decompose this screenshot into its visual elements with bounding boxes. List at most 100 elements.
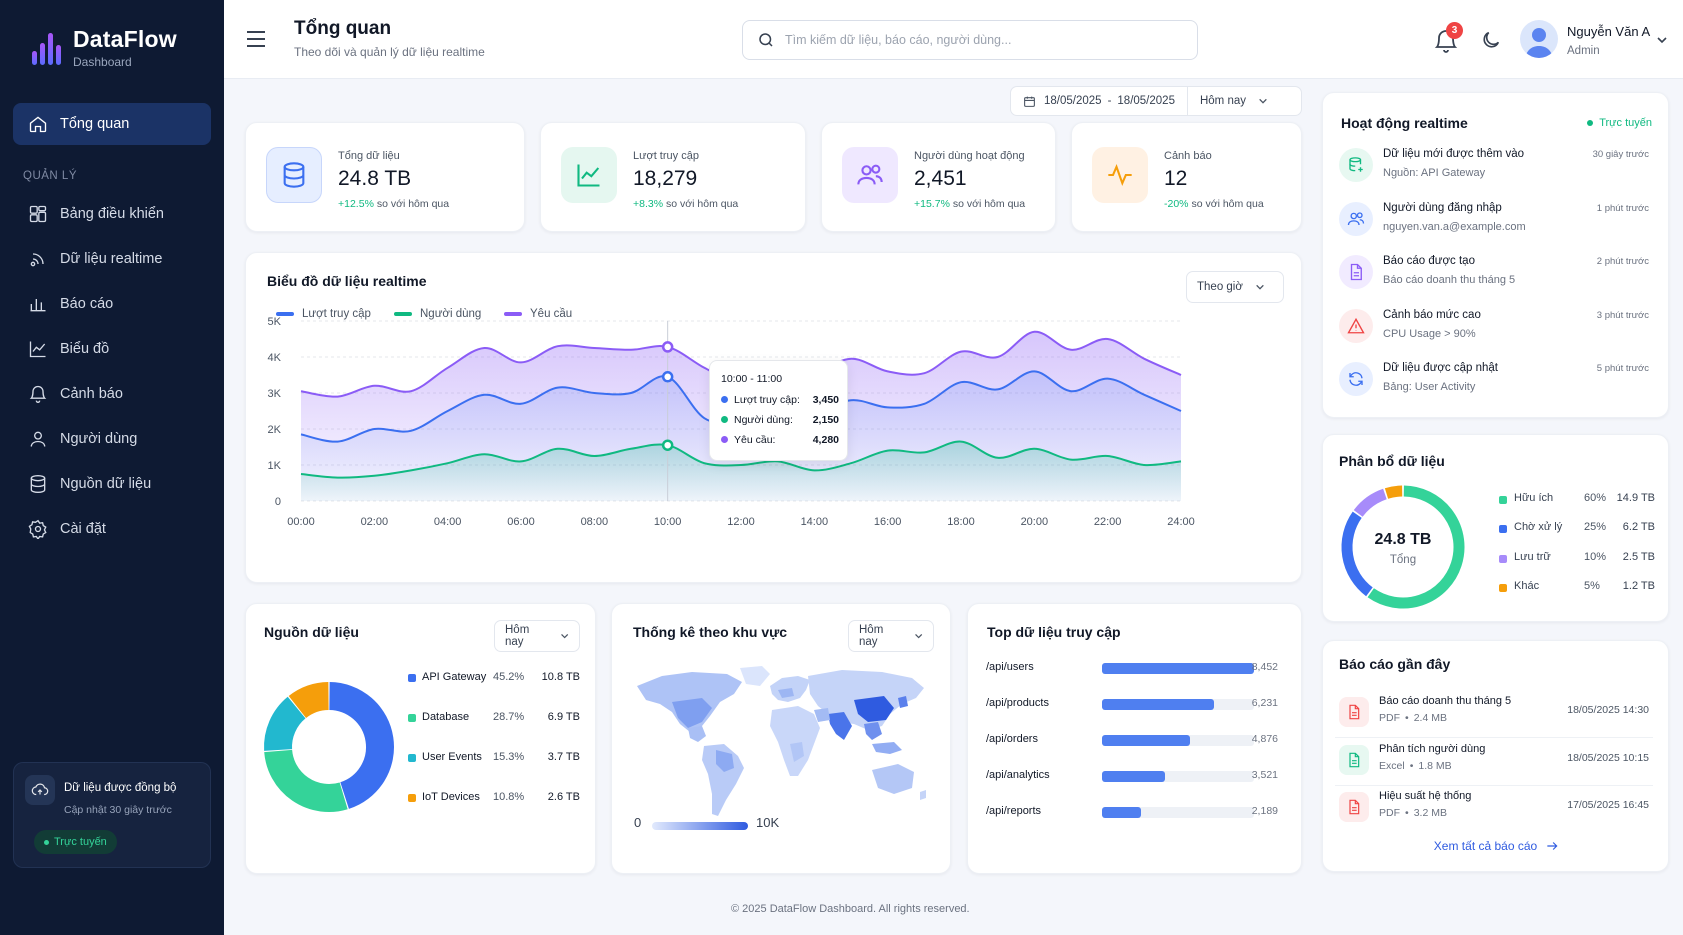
endpoint-row[interactable]: /api/products 6,231: [986, 695, 1278, 715]
report-title: Hiệu suất hệ thống: [1379, 790, 1472, 802]
period-select-value[interactable]: Hôm nay: [1199, 95, 1246, 107]
series-line[interactable]: [300, 440, 1182, 479]
data-sources-period-select[interactable]: Hôm nay: [494, 620, 580, 652]
data-sources-donut-chart[interactable]: [254, 672, 404, 822]
user-name[interactable]: Nguyễn Văn A: [1567, 24, 1651, 39]
report-date: 18/05/2025 10:15: [1567, 751, 1649, 764]
sidebar-item-label: Nguồn dữ liệu: [60, 476, 152, 492]
legend-item[interactable]: Lượt truy cập: [276, 308, 371, 320]
notification-bell-icon[interactable]: [1434, 27, 1458, 53]
search-box[interactable]: [742, 20, 1198, 60]
donut-segment[interactable]: [264, 696, 307, 751]
distribution-row[interactable]: Lưu trữ 10% 2.5 TB: [1499, 551, 1655, 569]
distribution-row[interactable]: Chờ xử lý 25% 6.2 TB: [1499, 521, 1655, 539]
sidebar-item-dashboard[interactable]: Bảng điều khiển: [28, 204, 164, 224]
legend-swatch: [408, 754, 416, 762]
tooltip-dot: [721, 436, 728, 443]
endpoint-row[interactable]: /api/users 8,452: [986, 659, 1278, 679]
sidebar-item-overview[interactable]: Tổng quan: [13, 103, 211, 145]
calendar-icon: [1024, 96, 1035, 107]
endpoint-row[interactable]: /api/analytics 3,521: [986, 767, 1278, 787]
distribution-row[interactable]: Hữu ích 60% 14.9 TB: [1499, 492, 1655, 510]
donut-segment[interactable]: [328, 682, 394, 809]
trend-chart-icon: [561, 147, 617, 203]
gear-icon: [28, 519, 47, 539]
donut-segment[interactable]: [288, 682, 330, 719]
endpoint-path: /api/analytics: [986, 769, 1050, 781]
sidebar-item-data-sources[interactable]: Nguồn dữ liệu: [28, 474, 151, 494]
distribution-row[interactable]: Khác 5% 1.2 TB: [1499, 580, 1655, 598]
donut-segment[interactable]: [264, 749, 348, 812]
stat-delta-value: +8.3%: [633, 198, 664, 210]
sidebar-item-realtime[interactable]: Dữ liệu realtime: [28, 249, 162, 269]
activity-title: Báo cáo được tạo: [1383, 255, 1475, 267]
world-map[interactable]: [632, 664, 932, 829]
chevron-down-icon[interactable]: [1656, 34, 1668, 46]
realtime-chart-card: Biểu đồ dữ liệu realtime Theo giờ Lượt t…: [245, 252, 1302, 583]
oceania-region[interactable]: [872, 764, 926, 800]
sidebar-item-reports[interactable]: Báo cáo: [28, 294, 113, 314]
distribution-donut-chart[interactable]: [1335, 479, 1471, 615]
hamburger-menu-icon[interactable]: [246, 30, 266, 48]
date-range-filter[interactable]: 18/05/2025 - 18/05/2025 Hôm nay: [1010, 86, 1302, 116]
chart-period-select[interactable]: Theo giờ: [1186, 271, 1284, 303]
chart-title: Biểu đồ dữ liệu realtime: [267, 273, 427, 289]
stat-value: 18,279: [633, 167, 698, 190]
date-from: 18/05/2025: [1044, 95, 1102, 107]
line-chart-icon: [29, 341, 46, 358]
sidebar-item-label: Người dùng: [60, 431, 138, 447]
south-america-region[interactable]: [702, 744, 744, 816]
report-meta: PDF • 3.2 MB: [1379, 807, 1447, 819]
chevron-down-icon[interactable]: [1258, 96, 1268, 106]
users-icon: [1339, 201, 1373, 236]
data-source-row[interactable]: Database 28.7% 6.9 TB: [408, 711, 580, 729]
endpoint-row[interactable]: /api/reports 2,189: [986, 803, 1278, 823]
file-icon: [1339, 744, 1369, 775]
asia-region[interactable]: [808, 670, 924, 740]
topbar: Tổng quan Theo dõi và quản lý dữ liệu re…: [224, 0, 1683, 79]
view-all-reports-link[interactable]: Xem tất cả báo cáo: [1323, 839, 1670, 853]
africa-region[interactable]: [770, 706, 820, 776]
y-tick-label: 1K: [268, 460, 282, 472]
region-period-select[interactable]: Hôm nay: [848, 620, 934, 652]
hover-point[interactable]: [661, 371, 674, 383]
stat-delta-suffix: so với hôm qua: [952, 198, 1026, 210]
brand-logo[interactable]: DataFlow Dashboard: [30, 26, 177, 69]
alert-triangle-icon: [1339, 308, 1373, 343]
report-item[interactable]: Báo cáo doanh thu tháng 5 PDF • 2.4 MB 18/05…: [1335, 691, 1653, 738]
distribution-total-label: Tổng: [1389, 554, 1417, 566]
sidebar-item-settings[interactable]: Cài đặt: [28, 519, 106, 539]
report-item[interactable]: Hiệu suất hệ thống PDF • 3.2 MB 17/05/2025 1…: [1339, 786, 1649, 830]
data-source-row[interactable]: IoT Devices 10.8% 2.6 TB: [408, 791, 580, 809]
donut-segment[interactable]: [1367, 485, 1465, 609]
north-america-region[interactable]: [637, 672, 742, 742]
avatar[interactable]: [1520, 20, 1558, 58]
search-input[interactable]: [785, 33, 1185, 47]
sidebar-item-users[interactable]: Người dùng: [28, 429, 137, 449]
activity-item[interactable]: Người dùng đăng nhập nguyen.van.a@example…: [1339, 198, 1649, 242]
hover-point[interactable]: [661, 439, 674, 451]
moon-icon[interactable]: [1480, 29, 1502, 51]
hover-point[interactable]: [661, 341, 674, 353]
donut-segment[interactable]: [1341, 511, 1373, 597]
data-source-row[interactable]: API Gateway 45.2% 10.8 TB: [408, 671, 580, 689]
donut-segment[interactable]: [1384, 485, 1403, 499]
data-source-row[interactable]: User Events 15.3% 3.7 TB: [408, 751, 580, 769]
legend-item[interactable]: Yêu cầu: [504, 308, 572, 320]
activity-item[interactable]: Dữ liệu được cập nhật Bảng: User Activity…: [1339, 358, 1649, 402]
stat-delta-value: +12.5%: [338, 198, 374, 210]
legend-swatch: [504, 312, 522, 316]
report-item[interactable]: Phân tích người dùng Excel • 1.8 MB 18/05/20…: [1335, 739, 1653, 786]
southeast-asia-region[interactable]: [872, 742, 902, 754]
endpoint-row[interactable]: /api/orders 4,876: [986, 731, 1278, 751]
greenland-region[interactable]: [740, 666, 770, 686]
activity-item[interactable]: Báo cáo được tạo Báo cáo doanh thu tháng …: [1339, 251, 1649, 295]
sidebar-item-alerts[interactable]: Cảnh báo: [28, 384, 123, 404]
sidebar-item-charts[interactable]: Biểu đồ: [28, 339, 109, 359]
legend-item[interactable]: Người dùng: [394, 308, 481, 320]
donut-segment[interactable]: [1353, 488, 1387, 517]
europe-region[interactable]: [770, 676, 810, 702]
pulse-icon: [1092, 147, 1148, 203]
activity-item[interactable]: Dữ liệu mới được thêm vào Nguồn: API Gate…: [1339, 144, 1649, 188]
activity-item[interactable]: Cảnh báo mức cao CPU Usage > 90% 3 phút tr…: [1339, 305, 1649, 349]
